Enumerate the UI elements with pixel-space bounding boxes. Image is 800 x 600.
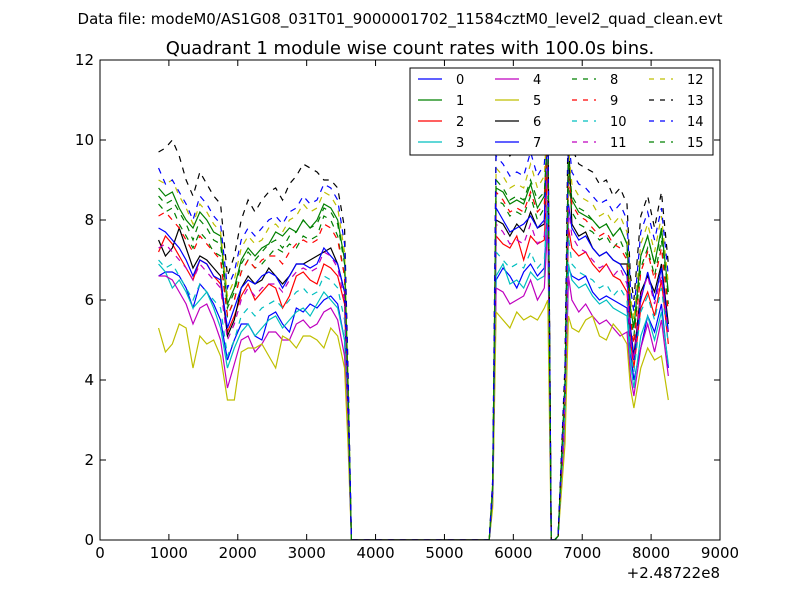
series-line-14 (158, 111, 669, 540)
series-group (157, 91, 669, 540)
series-line-3 (158, 211, 669, 540)
legend-label-7: 7 (533, 136, 541, 151)
y-tick-label: 12 (75, 51, 94, 69)
legend-label-13: 13 (687, 94, 704, 109)
series-line-1 (158, 127, 669, 540)
legend-label-3: 3 (456, 136, 464, 151)
legend-label-9: 9 (610, 94, 618, 109)
series-line-15 (158, 131, 669, 540)
legend-label-2: 2 (456, 115, 464, 130)
x-tick-label: 7000 (563, 544, 601, 562)
legend-label-14: 14 (687, 115, 704, 130)
legend-label-10: 10 (610, 115, 627, 130)
series-line-4 (158, 223, 669, 540)
y-tick-label: 8 (84, 211, 94, 229)
x-offset-label: +2.48722e8 (627, 564, 720, 582)
series-line-8 (158, 139, 669, 540)
legend-label-11: 11 (610, 136, 627, 151)
x-tick-label: 5000 (425, 544, 463, 562)
plot-area (157, 91, 669, 540)
series-line-0 (158, 199, 669, 540)
series-line-13 (158, 91, 669, 540)
series-line-7 (158, 115, 669, 540)
legend-box (409, 67, 714, 156)
legend-label-4: 4 (533, 73, 541, 88)
legend-label-0: 0 (456, 73, 464, 88)
legend-label-15: 15 (687, 136, 704, 151)
y-tick-label: 4 (84, 371, 94, 389)
suptitle: Data file: modeM0/AS1G08_031T01_90000017… (78, 10, 723, 29)
x-tick-label: 0 (95, 544, 105, 562)
x-tick-label: 1000 (150, 544, 188, 562)
legend-label-12: 12 (687, 73, 704, 88)
legend-label-5: 5 (533, 94, 541, 109)
axes: 0 1000 2000 3000 4000 5000 6000 7000 8000 9000 0 2 4… (75, 51, 739, 582)
legend-label-6: 6 (533, 115, 541, 130)
x-tick-label: 4000 (356, 544, 394, 562)
y-tick-label: 2 (84, 451, 94, 469)
chart-title: Quadrant 1 module wise count rates with … (166, 38, 655, 59)
series-line-2 (158, 163, 669, 540)
x-tick-label: 8000 (632, 544, 670, 562)
legend-label-1: 1 (456, 94, 464, 109)
x-tick-label: 6000 (494, 544, 532, 562)
series-line-11 (158, 159, 669, 540)
y-tick-label: 10 (75, 131, 94, 149)
series-line-12 (158, 107, 669, 540)
x-tick-label: 3000 (288, 544, 326, 562)
x-tick-label: 2000 (219, 544, 257, 562)
series-line-9 (158, 123, 669, 540)
x-tick-label: 9000 (701, 544, 739, 562)
series-line-5 (157, 299, 669, 540)
series-line-6 (158, 103, 669, 540)
y-tick-label: 0 (84, 531, 94, 549)
y-tick-label: 6 (84, 291, 94, 309)
legend-label-8: 8 (610, 73, 618, 88)
